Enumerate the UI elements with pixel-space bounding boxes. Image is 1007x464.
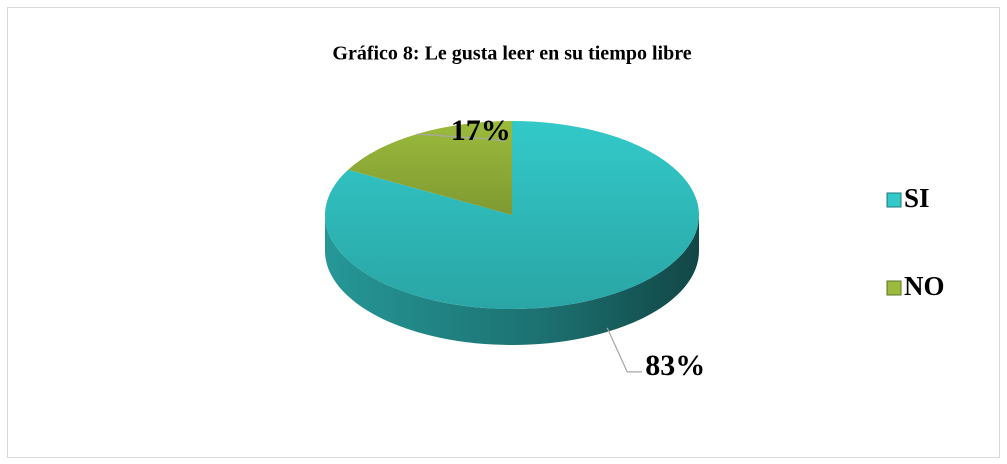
chart-title: Gráfico 8: Le gusta leer en su tiempo li… <box>332 43 691 65</box>
leader-line <box>606 327 643 373</box>
legend-label: SI <box>904 183 930 213</box>
leader-line <box>416 133 505 142</box>
data-label: 17% <box>451 114 511 147</box>
data-label: 83% <box>645 349 705 382</box>
legend-label: NO <box>904 271 945 301</box>
pie-slice <box>348 121 512 215</box>
legend-swatch <box>886 280 902 296</box>
legend-swatch <box>886 192 902 208</box>
pie-slice-side <box>325 215 699 345</box>
